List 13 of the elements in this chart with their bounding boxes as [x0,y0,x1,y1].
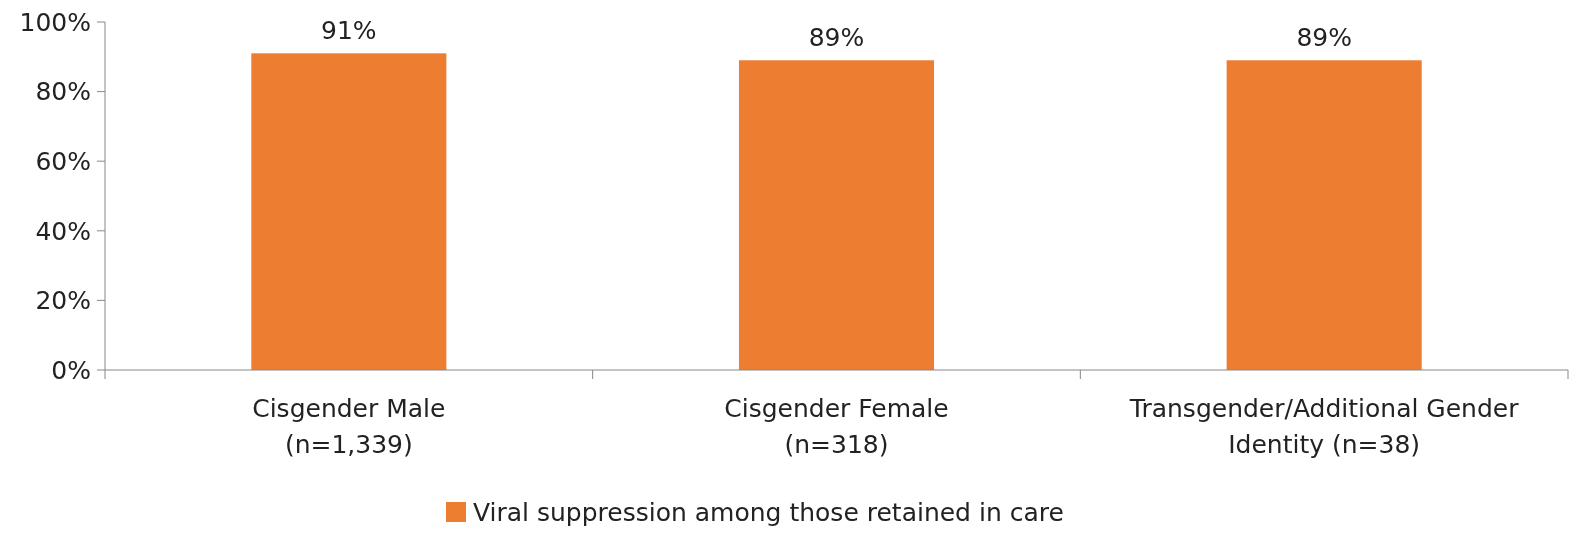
y-tick-label: 60% [35,146,91,176]
legend-label: Viral suppression among those retained in care [473,497,1064,527]
y-tick-label: 80% [35,77,91,107]
y-tick-label: 100% [19,7,91,37]
y-tick-label: 20% [35,286,91,316]
data-label: 89% [808,23,865,53]
x-tick-label: Transgender/Additional Gender Identity (n=38) [1128,394,1520,459]
y-tick-label: 0% [51,355,91,385]
y-tick-label: 40% [35,216,91,246]
x-tick-label: Cisgender Male (n=1,339) [252,394,446,459]
data-label: 91% [321,16,377,46]
data-label: 89% [1296,23,1352,53]
x-tick-label: Cisgender Female (n=318) [724,394,949,459]
